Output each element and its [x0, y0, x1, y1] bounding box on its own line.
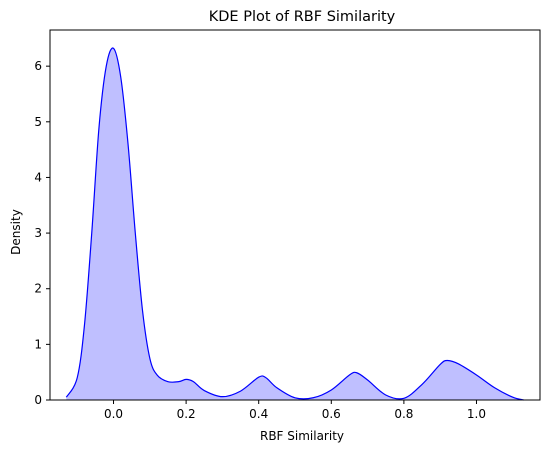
x-tick-label: 0.4 — [249, 407, 268, 421]
y-tick-label: 5 — [34, 115, 42, 129]
x-tick-label: 0.6 — [322, 407, 341, 421]
y-tick-label: 2 — [34, 282, 42, 296]
x-tick-label: 0.0 — [104, 407, 123, 421]
x-axis-label: RBF Similarity — [260, 429, 344, 443]
x-tick-label: 0.2 — [177, 407, 196, 421]
y-tick-label: 6 — [34, 59, 42, 73]
y-tick-label: 0 — [34, 393, 42, 407]
y-axis-label: Density — [9, 209, 23, 255]
x-tick-label: 0.8 — [394, 407, 413, 421]
kde-area-fill — [66, 48, 524, 400]
chart-title: KDE Plot of RBF Similarity — [209, 9, 396, 25]
y-tick-label: 3 — [34, 226, 42, 240]
plot-frame — [49, 29, 541, 401]
y-tick-label: 4 — [34, 170, 42, 184]
kde-line — [65, 47, 524, 401]
x-tick-label: 1.0 — [467, 407, 486, 421]
y-tick-label: 1 — [34, 337, 42, 351]
